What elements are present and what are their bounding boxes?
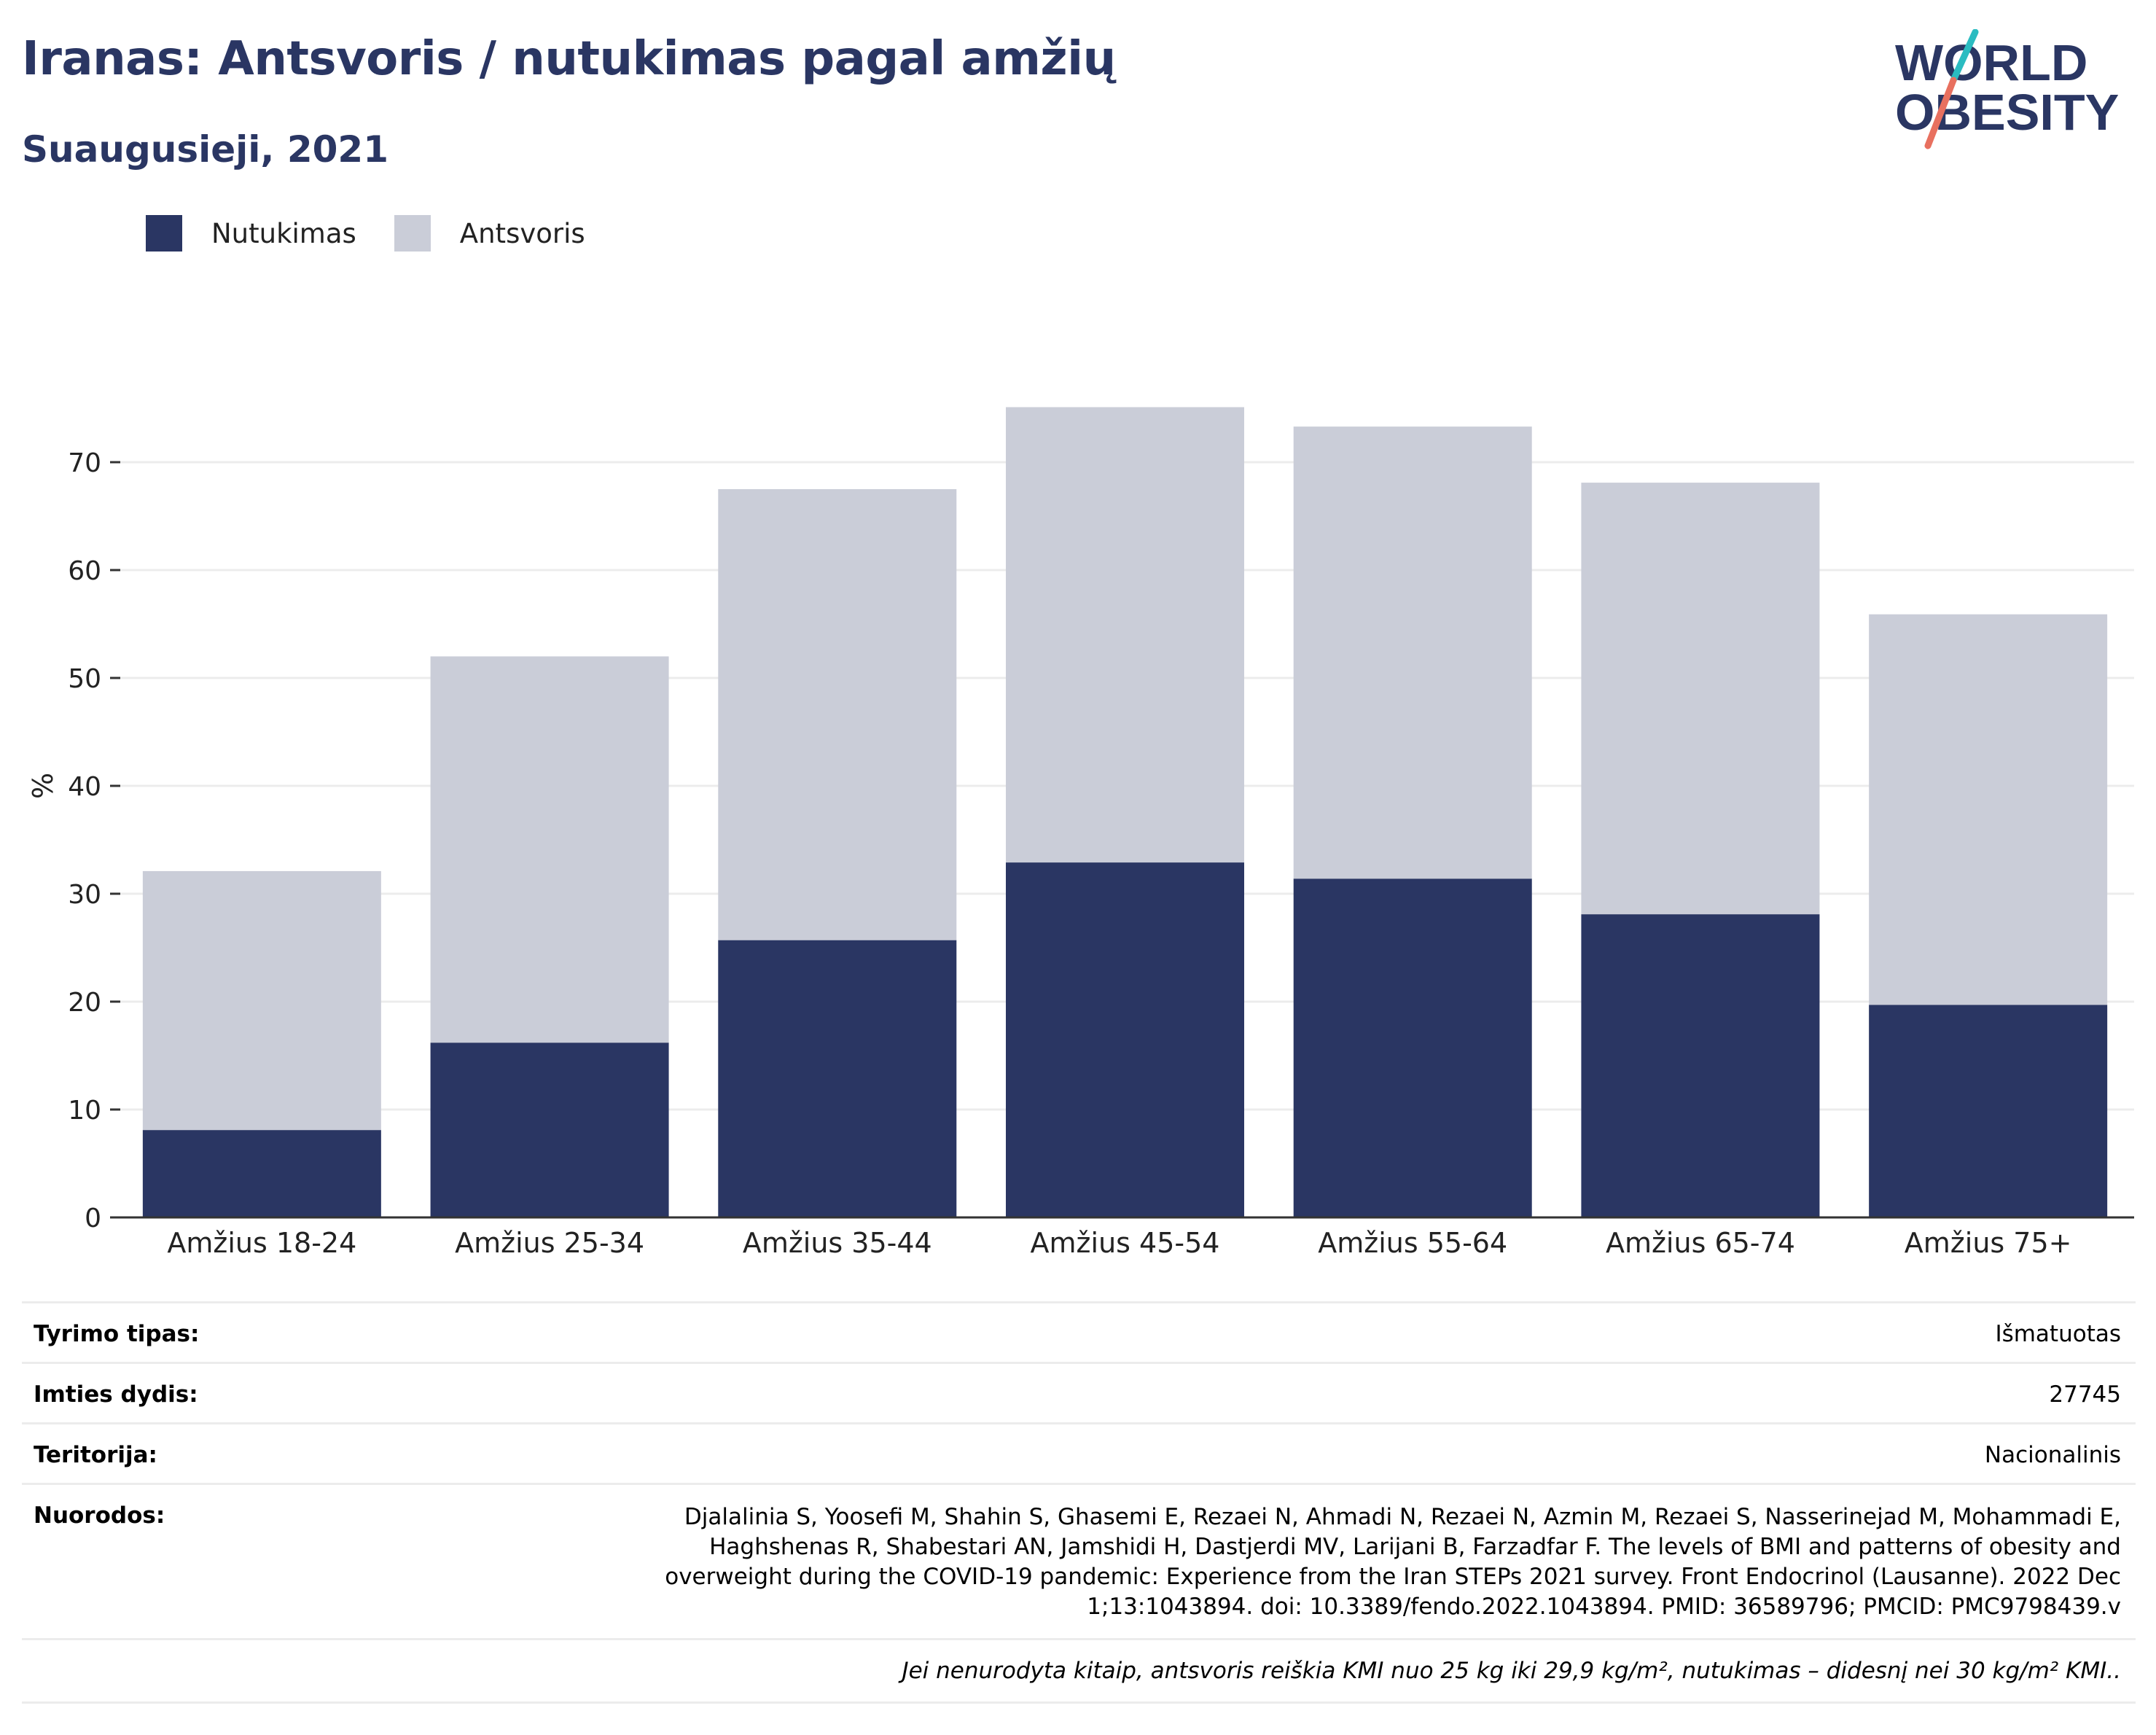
x-tick-label: Amžius 35-44 <box>743 1227 932 1259</box>
legend-label-overweight: Antsvoris <box>459 217 585 249</box>
logo-slash-teal <box>1950 29 1979 84</box>
x-tick-label: Amžius 55-64 <box>1318 1227 1507 1259</box>
y-tick-label: 20 <box>68 988 101 1018</box>
y-axis-label: % <box>27 773 59 799</box>
x-tick-label: Amžius 45-54 <box>1031 1227 1220 1259</box>
bar-obesity <box>430 1042 669 1217</box>
y-tick-label: 0 <box>85 1204 101 1233</box>
y-tick-label: 50 <box>68 664 101 694</box>
info-label: Imties dydis: <box>34 1381 198 1408</box>
bar-overweight <box>142 870 381 1131</box>
info-label: Nuorodos: <box>34 1502 165 1529</box>
y-tick-label: 30 <box>68 880 101 910</box>
bar-overweight <box>1006 407 1244 863</box>
info-row-note: Jei nenurodyta kitaip, antsvoris reiškia… <box>22 1638 2136 1704</box>
bar-obesity <box>1581 914 1820 1217</box>
info-row-references: Nuorodos: Djalalinia S, Yoosefi M, Shahi… <box>22 1483 2136 1638</box>
legend-item-obesity[interactable]: Nutukimas <box>146 215 356 252</box>
reference-text: Djalalinia S, Yoosefi M, Shahin S, Ghase… <box>665 1504 2121 1620</box>
x-tick-label: Amžius 65-74 <box>1606 1227 1795 1259</box>
bar-chart: 0 10 20 30 40 50 60 70% Amžius 18-24 Amžius 25-34… <box>27 407 2134 1259</box>
chart-subtitle: Suaugusieji, 2021 <box>22 128 388 171</box>
bar-obesity <box>142 1130 381 1217</box>
info-value: Išmatuotas <box>1995 1321 2121 1347</box>
x-tick-label: Amžius 18-24 <box>167 1227 356 1259</box>
y-tick-label: 10 <box>68 1096 101 1126</box>
definition-note: Jei nenurodyta kitaip, antsvoris reiškia… <box>902 1658 2121 1684</box>
bar-overweight <box>430 656 669 1043</box>
chart-title: Iranas: Antsvoris / nutukimas pagal amži… <box>22 32 1116 86</box>
bar-overweight <box>1293 426 1532 879</box>
x-tick-label: Amžius 75+ <box>1905 1227 2072 1259</box>
x-tick-label: Amžius 25-34 <box>455 1227 644 1259</box>
info-value: 27745 <box>2049 1381 2121 1408</box>
info-row-sample-size: Imties dydis: 27745 <box>22 1362 2136 1422</box>
y-tick-label: 60 <box>68 556 101 586</box>
info-label: Teritorija: <box>34 1442 157 1468</box>
bar-overweight <box>1581 483 1820 915</box>
info-value: Nacionalinis <box>1984 1442 2121 1468</box>
study-info-table: Tyrimo tipas: Išmatuotas Imties dydis: 2… <box>22 1301 2136 1704</box>
legend-swatch-obesity <box>146 215 182 252</box>
legend-label-obesity: Nutukimas <box>211 217 356 249</box>
bar-obesity <box>1869 1005 2108 1217</box>
info-row-survey-type: Tyrimo tipas: Išmatuotas <box>22 1301 2136 1362</box>
legend-swatch-overweight <box>394 215 431 252</box>
world-obesity-logo: WORLD OBESITY <box>1895 29 2119 149</box>
legend-item-overweight[interactable]: Antsvoris <box>394 215 585 252</box>
chart-legend: Nutukimas Antsvoris <box>146 215 623 252</box>
bar-overweight <box>718 489 957 940</box>
bar-obesity <box>1006 862 1244 1217</box>
bar-overweight <box>1869 614 2108 1005</box>
logo-text-world: WORLD <box>1895 34 2087 91</box>
info-row-territory: Teritorija: Nacionalinis <box>22 1422 2136 1483</box>
y-tick-label: 70 <box>68 448 101 478</box>
bar-obesity <box>1293 878 1532 1217</box>
bar-obesity <box>718 940 957 1217</box>
info-label: Tyrimo tipas: <box>34 1321 200 1347</box>
y-tick-label: 40 <box>68 772 101 802</box>
logo-slash-coral <box>1924 77 1957 149</box>
